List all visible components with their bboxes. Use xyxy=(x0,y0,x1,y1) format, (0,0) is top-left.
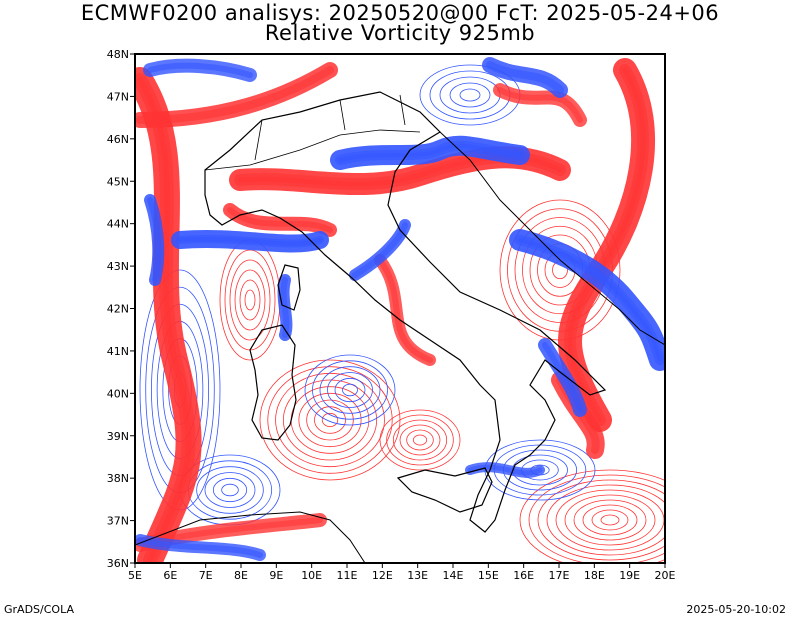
lon-tick-label: 9E xyxy=(269,569,283,582)
lon-tick-label: 7E xyxy=(199,569,213,582)
lon-tick-label: 11E xyxy=(337,569,358,582)
lon-tick-label: 17E xyxy=(549,569,570,582)
negative-vorticity-loop xyxy=(342,383,358,397)
lon-tick-label: 15E xyxy=(478,569,499,582)
positive-vorticity-loop xyxy=(267,366,393,474)
positive-vorticity-loop xyxy=(239,279,261,321)
lon-tick-label: 12E xyxy=(372,569,393,582)
positive-vorticity-loop xyxy=(379,409,461,471)
positive-vorticity-loop xyxy=(314,406,346,434)
sardinia-coast xyxy=(249,324,297,441)
footer-software: GrADS/COLA xyxy=(4,603,74,616)
positive-vorticity-loop xyxy=(519,469,665,563)
negative-vorticity-loop xyxy=(304,354,396,426)
lat-tick-label: 43N xyxy=(107,260,129,273)
positive-vorticity-loop xyxy=(528,474,665,563)
negative-vorticity-contour xyxy=(137,537,263,558)
negative-vorticity-loop xyxy=(319,366,381,414)
lat-tick-label: 45N xyxy=(107,175,129,188)
lon-tick-label: 13E xyxy=(407,569,428,582)
positive-vorticity-loop xyxy=(234,269,266,331)
negative-vorticity-loop xyxy=(204,472,256,508)
italy-coast xyxy=(204,91,607,533)
positive-vorticity-loop xyxy=(537,479,665,561)
lat-tick-label: 38N xyxy=(107,472,129,485)
negative-vorticity-loop xyxy=(327,372,373,408)
negative-vorticity-contour xyxy=(542,342,583,413)
negative-vorticity-contour xyxy=(338,143,522,162)
positive-vorticity-contour xyxy=(137,77,192,563)
sicily-coast xyxy=(396,467,493,513)
lat-tick-label: 44N xyxy=(107,218,129,231)
positive-vorticity-loop xyxy=(229,259,271,341)
positive-vorticity-contour xyxy=(136,66,334,124)
positive-vorticity-loop xyxy=(600,514,620,526)
positive-vorticity-loop xyxy=(386,414,454,466)
lon-tick-label: 16E xyxy=(513,569,534,582)
positive-vorticity-loop xyxy=(406,429,434,451)
map-subtitle: Relative Vorticity 925mb xyxy=(264,21,536,45)
positive-vorticity-loop xyxy=(412,434,428,446)
vorticity-contours xyxy=(135,57,665,563)
lon-tick-label: 8E xyxy=(234,569,248,582)
negative-vorticity-contour xyxy=(147,197,162,283)
map-title: ECMWF0200 analisys: 20250520@00 FcT: 202… xyxy=(80,1,720,25)
positive-vorticity-loop xyxy=(399,424,441,456)
positive-vorticity-loop xyxy=(582,504,638,536)
lat-tick-label: 41N xyxy=(107,345,129,358)
lat-tick-label: 47N xyxy=(107,90,129,103)
lon-tick-label: 18E xyxy=(584,569,605,582)
positive-vorticity-loop xyxy=(298,392,362,448)
negative-vorticity-contour xyxy=(486,61,564,94)
negative-vorticity-loop xyxy=(459,88,481,102)
negative-vorticity-loop xyxy=(221,483,239,497)
negative-vorticity-contour xyxy=(352,222,408,278)
lon-tick-label: 10E xyxy=(301,569,322,582)
positive-vorticity-loop xyxy=(392,419,448,461)
lon-tick-label: 14E xyxy=(443,569,464,582)
footer-timestamp: 2025-05-20-10:02 xyxy=(686,603,786,616)
negative-vorticity-loop xyxy=(334,377,366,403)
lat-tick-label: 37N xyxy=(107,515,129,528)
lat-tick-label: 36N xyxy=(107,557,129,570)
alpine-border xyxy=(204,129,421,171)
negative-vorticity-loop xyxy=(312,360,388,420)
negative-vorticity-loop xyxy=(212,477,248,503)
negative-vorticity-contour xyxy=(280,277,290,338)
coastlines xyxy=(135,91,665,563)
positive-vorticity-loop xyxy=(244,289,256,311)
country-borders xyxy=(254,94,406,161)
corsica-coast xyxy=(277,264,301,311)
latitude-axis: 36N 37N 38N 39N 40N 41N 42N 43N 44N 45N 46N 47N 48N xyxy=(107,48,135,570)
lon-tick-label: 20E xyxy=(655,569,676,582)
negative-vorticity-loop xyxy=(196,466,264,514)
positive-vorticity-loop xyxy=(321,412,339,428)
positive-vorticity-loop xyxy=(564,494,656,546)
lat-tick-label: 48N xyxy=(107,48,129,61)
positive-vorticity-loop xyxy=(591,509,629,531)
negative-vorticity-contour xyxy=(147,62,253,78)
negative-vorticity-contour xyxy=(467,464,543,476)
lat-tick-label: 46N xyxy=(107,133,129,146)
negative-vorticity-loop xyxy=(449,82,491,108)
positive-vorticity-loop xyxy=(546,484,665,556)
positive-vorticity-loop xyxy=(275,372,385,468)
lon-tick-label: 19E xyxy=(619,569,640,582)
positive-vorticity-loop xyxy=(306,399,354,441)
lon-tick-label: 5E xyxy=(128,569,142,582)
lon-tick-label: 6E xyxy=(163,569,177,582)
lat-tick-label: 39N xyxy=(107,430,129,443)
positive-vorticity-contour xyxy=(227,207,333,233)
lat-tick-label: 42N xyxy=(107,303,129,316)
longitude-axis: 5E 6E 7E 8E 9E 10E 11E 12E 13E 14E 15E 16E 17E 18E 19E… xyxy=(128,563,676,582)
positive-vorticity-loop xyxy=(282,379,378,461)
negative-vorticity-contour xyxy=(178,236,322,246)
africa-coast xyxy=(135,511,366,563)
lat-tick-label: 40N xyxy=(107,387,129,400)
positive-vorticity-contour xyxy=(497,87,583,123)
positive-vorticity-loop xyxy=(573,499,647,541)
balkan-coast xyxy=(439,131,665,346)
